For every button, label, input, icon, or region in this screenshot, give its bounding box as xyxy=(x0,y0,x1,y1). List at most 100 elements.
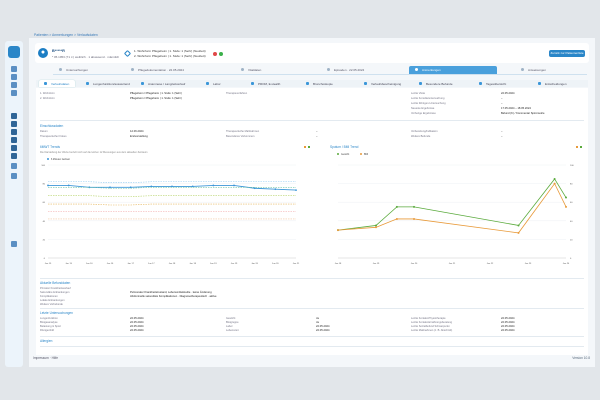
settings-icon[interactable] xyxy=(11,163,17,169)
value: 22.05.2024 xyxy=(501,321,515,324)
data-point xyxy=(395,205,398,208)
x-tick-label: Jan 19 xyxy=(210,263,217,265)
y-tick-label: 100 xyxy=(570,165,574,167)
back-to-patients-button[interactable]: Zurück zur Patientenliste xyxy=(549,50,585,57)
ok-icon[interactable] xyxy=(219,52,223,56)
subtab-5[interactable]: PROM, E-Health xyxy=(246,80,288,87)
clipboard-icon[interactable] xyxy=(11,137,17,143)
subtab-icon xyxy=(419,82,422,85)
label: Weitere Befunde xyxy=(411,135,431,138)
subtab-9[interactable]: Tagesübersicht xyxy=(474,80,528,87)
x-tick-label: Jun 18 xyxy=(189,263,196,265)
x-tick-label: Jan 18 xyxy=(169,263,176,265)
patient-name: B*****R xyxy=(52,49,65,53)
value: 22.05.2024 xyxy=(501,329,515,332)
value: Befund (K) / Kommentar Spirometrie xyxy=(501,112,545,115)
subtab-4[interactable]: Labor xyxy=(201,80,237,87)
data-point xyxy=(517,231,520,234)
alert-icon[interactable] xyxy=(213,52,217,56)
tab-3[interactable]: Vitaldaten xyxy=(235,66,285,74)
x-tick-label: Jun 19 xyxy=(231,263,238,265)
subtab-icon xyxy=(364,82,367,85)
value: 22.05.2024 xyxy=(316,329,330,332)
pill-icon[interactable] xyxy=(11,145,17,151)
tab-label: Anmerkungen xyxy=(422,68,441,72)
patient-icon[interactable] xyxy=(11,82,17,88)
sidebar xyxy=(5,41,23,367)
link-icon[interactable] xyxy=(11,90,17,96)
label: Besonderes Vorkommen xyxy=(226,135,255,138)
tab-label: Untersuchungen xyxy=(66,68,89,72)
data-point xyxy=(375,226,377,229)
main-tabs: Untersuchungen Pflegedokumentation · 22.0… xyxy=(53,66,587,74)
x-tick-label: Jan 17 xyxy=(127,263,134,265)
subtab-icon xyxy=(206,82,209,85)
series-line-3 xyxy=(48,195,296,197)
data-point xyxy=(565,196,567,199)
subtab-label: Verlaufsdaten xyxy=(51,82,70,86)
breadcrumb[interactable]: Patienten > Anmerkungen > Verlaufsdaten xyxy=(34,33,98,37)
value: Abdominelle sekundäre Komplikationen · D… xyxy=(130,295,217,298)
cart-icon[interactable] xyxy=(11,113,17,119)
value: – xyxy=(501,130,503,133)
footer-links[interactable]: Impressum · Hilfe xyxy=(33,356,58,360)
patient-header: ● B*****R * 05.1953 (71 J.) weiblich · 1… xyxy=(35,43,589,63)
label: Therapeutischer Fokus xyxy=(40,135,67,138)
patient-info: * 05.1953 (71 J.) weiblich · 1 abwesend … xyxy=(52,55,120,59)
section-title: Einschlussdaten xyxy=(40,124,64,128)
y-tick-label: 0 xyxy=(570,258,572,260)
label: Letzte Röntgen-Untersuchung xyxy=(411,102,446,105)
details-panel: 1. Wohnform Pflegeheim / Pflegeheim | 1.… xyxy=(36,88,588,355)
label: Letzte Maßnahmen (z. B. Abschnitt) xyxy=(411,329,453,332)
subtab-2[interactable]: Lungenfunktion/auswertend xyxy=(81,80,130,87)
y-tick-label: 60 xyxy=(43,202,46,204)
subtab-icon xyxy=(251,82,254,85)
value: – xyxy=(501,102,503,105)
tab-4[interactable]: Episoden · 22.05.2024 xyxy=(321,66,376,74)
label: Vorbereitung/Indikation xyxy=(411,130,438,133)
value: Pulmonaler Krankheitszustand, Lebensmitt… xyxy=(130,291,212,294)
value: 17.05.2024 – 18.05.2024 xyxy=(501,107,531,110)
tab-6[interactable]: Anweisungen xyxy=(515,66,585,74)
list-icon[interactable] xyxy=(11,74,17,80)
book-icon[interactable] xyxy=(11,121,17,127)
subtab-8[interactable]: Besondere Befunde xyxy=(414,80,466,87)
x-tick-label: Jan 20 xyxy=(251,263,258,265)
tab-icon xyxy=(415,68,418,71)
label: Komplikationen xyxy=(40,295,58,298)
label: Vorherige Ergebnisse xyxy=(411,112,436,115)
logo-icon[interactable] xyxy=(8,46,20,58)
label: Letzte Sozialbefund Schwerpunkt xyxy=(411,325,450,328)
subtab-10[interactable]: Entscheidungen xyxy=(533,80,587,87)
info-icon[interactable] xyxy=(11,241,17,247)
subtab-1[interactable]: Verlaufsdaten xyxy=(39,80,75,87)
x-tick-label: Jun 20 xyxy=(272,263,279,265)
subtab-3[interactable]: Anamnese / Langzeitverlauf xyxy=(136,80,186,87)
x-tick-label: Jan 19 xyxy=(373,263,380,265)
series-line-1 xyxy=(48,181,296,183)
tab-5[interactable]: Anmerkungen xyxy=(409,66,497,74)
people-icon[interactable] xyxy=(11,173,17,179)
y-tick-label: 80 xyxy=(570,184,573,186)
subtab-icon xyxy=(306,82,309,85)
y-tick-label: 20 xyxy=(43,239,46,241)
tab-2[interactable]: Pflegedokumentation · 22.05.2024 xyxy=(125,66,185,74)
label: 1. Wohnform xyxy=(40,92,55,95)
calendar-icon[interactable] xyxy=(11,153,17,159)
subtab-label: Verlaufsbescheinigung xyxy=(371,82,402,86)
chart-icon[interactable] xyxy=(11,129,17,135)
chart-title: 6MWT Trends xyxy=(40,145,60,149)
data-point xyxy=(553,182,556,185)
subtab-icon xyxy=(44,82,47,85)
main-content: ● B*****R * 05.1953 (71 J.) weiblich · 1… xyxy=(29,38,595,367)
home-icon[interactable] xyxy=(11,66,17,72)
x-tick-label: Jan 16 xyxy=(86,263,93,265)
legend-label: 6 Minuten Gehtest xyxy=(51,158,70,161)
tab-1[interactable]: Untersuchungen xyxy=(53,66,93,74)
section-title: Aktuelle Befunddaten xyxy=(40,281,71,285)
subtab-6[interactable]: Bronchoskopie xyxy=(301,80,347,87)
value: 22.05.2024 xyxy=(501,325,515,328)
x-tick-label: Jan 23 xyxy=(525,263,532,265)
x-tick-label: Jan 20 xyxy=(411,263,418,265)
subtab-7[interactable]: Verlaufsbescheinigung xyxy=(359,80,405,87)
